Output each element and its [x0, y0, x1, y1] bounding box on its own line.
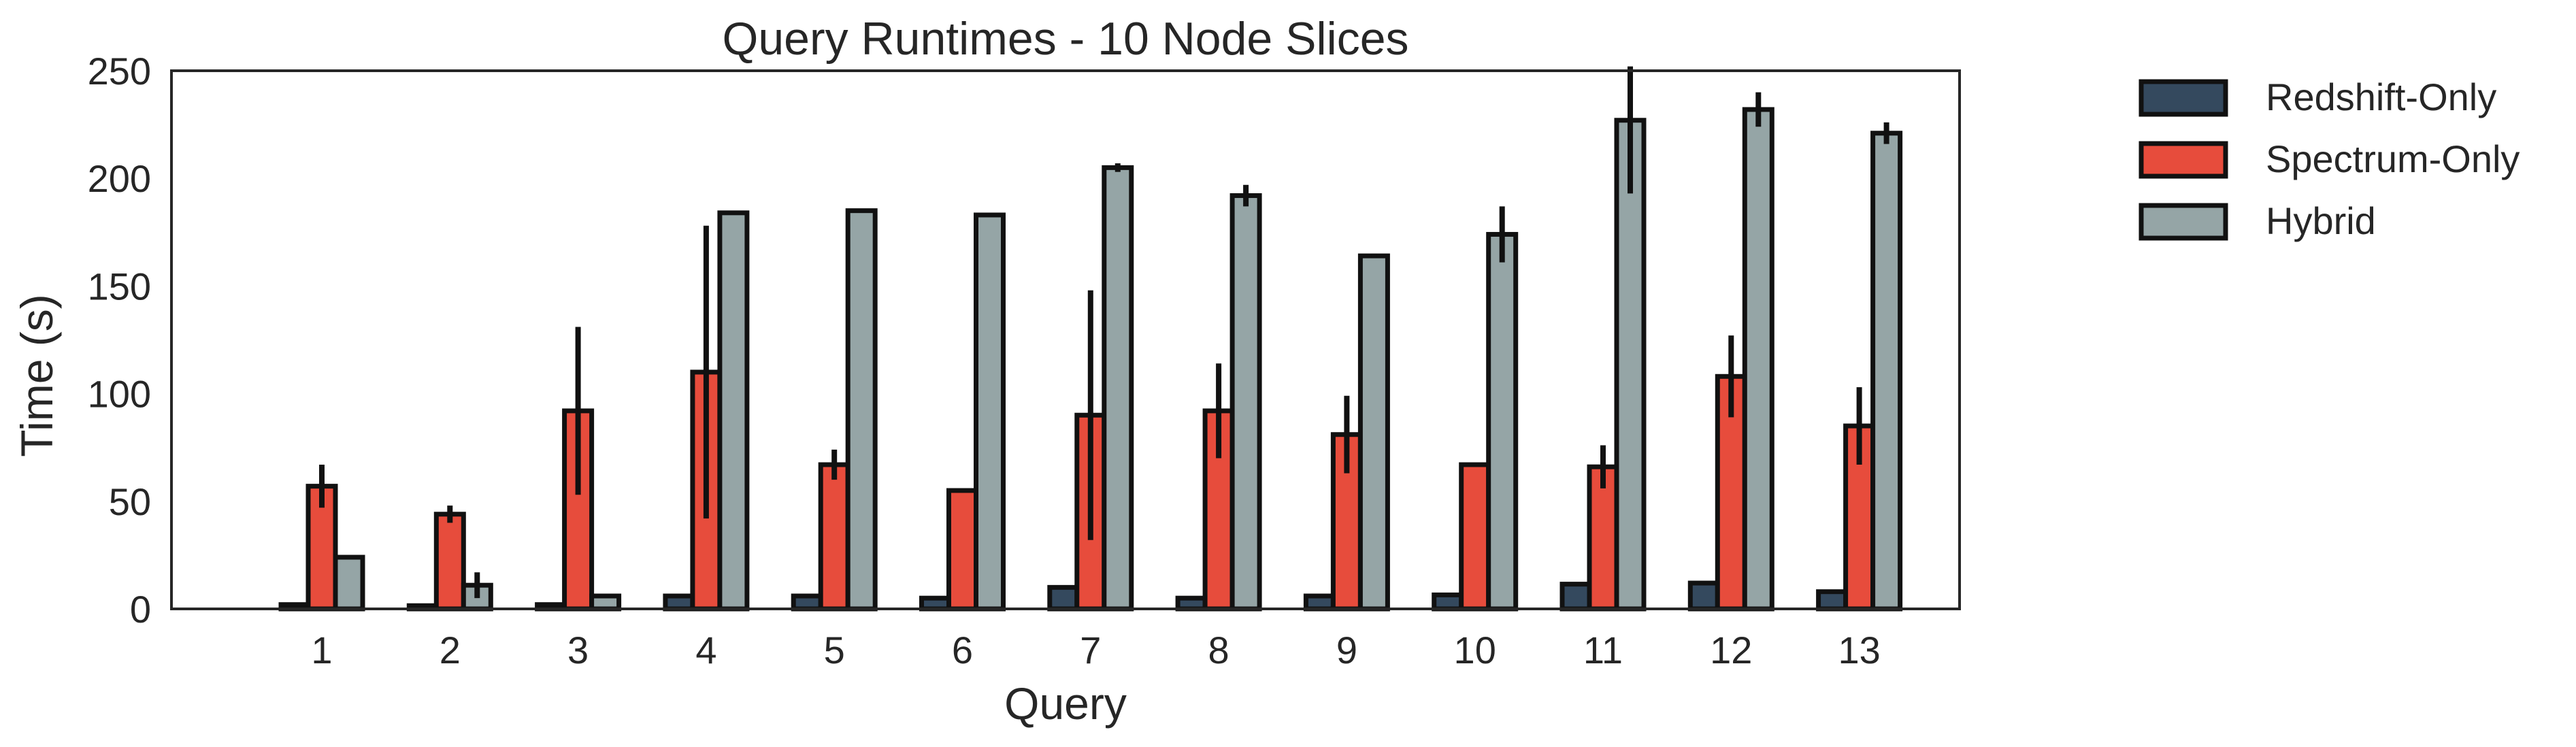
bar-redshift-only-q8 [1175, 595, 1208, 612]
bar-redshift-only-q9 [1303, 593, 1336, 612]
bar-hybrid-q3 [589, 593, 622, 612]
x-axis-label: Query [1004, 678, 1127, 729]
y-tick-label: 50 [109, 480, 151, 523]
bar-hybrid-q6 [974, 212, 1006, 612]
bar-redshift-only-q12 [1687, 580, 1720, 612]
x-tick-label: 12 [1710, 629, 1752, 671]
x-tick-label: 11 [1583, 629, 1623, 671]
y-tick-label: 150 [88, 265, 151, 308]
y-tick-label: 200 [88, 157, 151, 200]
bar-hybrid-q9 [1357, 253, 1390, 612]
x-tick-label: 13 [1838, 629, 1880, 671]
bar-redshift-only-q6 [919, 595, 951, 612]
x-tick-label: 2 [440, 629, 461, 671]
bar-hybrid-q11 [1614, 118, 1647, 612]
legend: Redshift-Only Spectrum-Only Hybrid [2139, 76, 2520, 242]
y-tick-label: 0 [130, 588, 151, 631]
legend-label: Spectrum-Only [2266, 137, 2520, 180]
bar-redshift-only-q4 [663, 593, 695, 612]
bar-hybrid-q4 [717, 210, 750, 612]
bar-spectrum-only-q2 [433, 512, 466, 612]
bar-spectrum-only-q6 [946, 488, 978, 612]
x-tick-label: 10 [1454, 629, 1496, 671]
bar-hybrid-q13 [1870, 131, 1903, 612]
bar-redshift-only-q7 [1047, 584, 1080, 612]
x-tick-label: 1 [311, 629, 332, 671]
bar-redshift-only-q5 [791, 593, 823, 612]
bar-hybrid-q8 [1229, 193, 1262, 612]
bar-hybrid-q7 [1102, 165, 1134, 612]
bar-hybrid-q5 [845, 208, 878, 612]
bar-redshift-only-q10 [1432, 592, 1464, 612]
legend-swatch-redshift-only [2139, 79, 2228, 117]
chart-title: Query Runtimes - 10 Node Slices [722, 13, 1408, 65]
bar-redshift-only-q13 [1816, 589, 1849, 612]
legend-swatch-spectrum-only [2139, 141, 2228, 179]
x-tick-label: 4 [695, 629, 716, 671]
y-axis-label: Time (s) [12, 294, 62, 457]
x-tick-label: 8 [1208, 629, 1229, 671]
bar-hybrid-q12 [1742, 107, 1774, 612]
bar-spectrum-only-q10 [1459, 462, 1491, 612]
y-tick-label: 250 [88, 50, 151, 93]
bar-spectrum-only-q5 [818, 462, 851, 612]
x-tick-label: 3 [567, 629, 589, 671]
bar-hybrid-q1 [333, 554, 365, 612]
bar-redshift-only-q11 [1559, 582, 1592, 612]
x-tick-label: 6 [952, 629, 973, 671]
legend-label: Hybrid [2266, 199, 2376, 242]
y-tick-label: 100 [88, 373, 151, 416]
bar-hybrid-q10 [1486, 231, 1519, 612]
x-tick-label: 9 [1336, 629, 1357, 671]
x-tick-label: 5 [824, 629, 845, 671]
legend-swatch-hybrid [2139, 203, 2228, 241]
legend-label: Redshift-Only [2266, 76, 2496, 118]
plot-area-frame [170, 69, 1961, 610]
x-tick-label: 7 [1080, 629, 1101, 671]
